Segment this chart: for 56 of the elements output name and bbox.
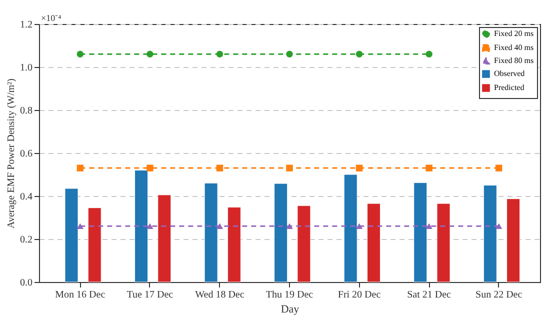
legend-label: Fixed 80 ms (494, 56, 534, 65)
point (286, 50, 293, 58)
point (216, 223, 224, 230)
legend-label: Fixed 20 ms (494, 29, 534, 38)
y-axis-title: Average EMF Power Density (W/m²) (6, 78, 17, 228)
x-tick-label: Sun 22 Dec (475, 290, 523, 300)
bar (227, 206, 241, 282)
point (495, 164, 502, 172)
point (76, 164, 84, 172)
x-tick-label: Sat 21 Dec (407, 290, 452, 300)
point (426, 164, 432, 172)
point (356, 50, 363, 58)
point (426, 223, 432, 230)
legend-label: Observed (494, 69, 525, 78)
point (286, 164, 293, 172)
point (216, 50, 224, 58)
point (146, 223, 154, 230)
y-tick-label: 0.0 (20, 278, 32, 288)
y-tick-label: 0.8 (20, 106, 32, 116)
point (286, 223, 293, 230)
y-tick-label: 0.4 (20, 192, 32, 202)
bar (64, 188, 78, 282)
bar (366, 203, 380, 282)
point (146, 50, 154, 58)
x-tick-label: Thu 19 Dec (266, 290, 314, 300)
x-tick-label: Wed 18 Dec (195, 290, 245, 300)
y-tick-label: 1.0 (20, 62, 32, 74)
point (76, 50, 84, 58)
x-axis-title: Day (280, 304, 300, 316)
point (356, 223, 363, 230)
legend-label: Predicted (494, 83, 524, 92)
bar (297, 205, 311, 282)
bar (88, 208, 102, 282)
bar (344, 174, 358, 282)
text: ×10⁻⁴ (41, 13, 62, 23)
y-tick-label: 0.2 (20, 234, 32, 246)
y-tick-label: 1.2 (20, 20, 32, 30)
bar (436, 203, 450, 282)
bar (274, 183, 288, 282)
bar (483, 185, 497, 282)
bar (204, 182, 218, 282)
x-tick-label: Fri 20 Dec (338, 290, 382, 300)
bar (158, 194, 172, 282)
point (495, 223, 502, 230)
point (426, 50, 432, 58)
legend-label: Fixed 40 ms (494, 43, 534, 52)
bar (506, 198, 520, 282)
x-tick-label: Tue 17 Dec (126, 290, 174, 300)
point (76, 223, 84, 230)
bar (134, 170, 148, 282)
bar (414, 182, 428, 282)
y-tick-label: 0.6 (20, 148, 32, 160)
x-tick-label: Mon 16 Dec (55, 290, 106, 300)
point (356, 164, 363, 172)
point (146, 164, 154, 172)
point (216, 164, 224, 172)
